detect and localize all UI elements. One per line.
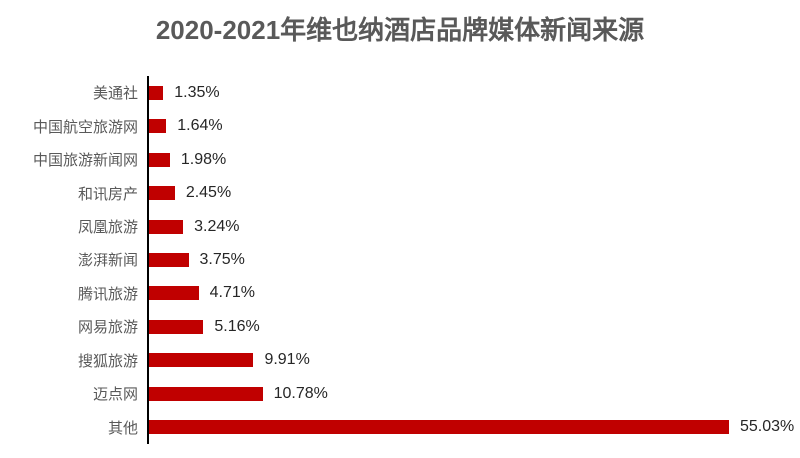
- bar-row: 凤凰旅游 3.24%: [0, 209, 792, 244]
- category-label: 腾讯旅游: [77, 285, 138, 303]
- bar-track: 55.03%: [147, 410, 795, 444]
- chart-title: 2020-2021年维也纳酒店品牌媒体新闻来源: [155, 15, 645, 45]
- bar-track: 9.91%: [147, 343, 792, 378]
- bar-track: 5.16%: [147, 310, 792, 344]
- value-label: 3.75%: [199, 250, 245, 268]
- value-label: 10.78%: [273, 384, 328, 402]
- bar-track: 4.71%: [147, 276, 792, 311]
- value-label: 55.03%: [740, 418, 795, 436]
- category-label: 凤凰旅游: [77, 219, 138, 237]
- bar-row: 腾讯旅游 4.71%: [0, 276, 792, 311]
- value-label: 1.35%: [174, 83, 220, 101]
- bar-track: 3.75%: [147, 243, 792, 277]
- category-label: 澎湃新闻: [77, 252, 138, 270]
- bar-chart: 美通社 1.35% 中国航空旅游网 1.64% 中国旅游新闻网 1.98% 和讯房产 2.45…: [0, 76, 795, 444]
- bar: [149, 219, 184, 234]
- category-label: 其他: [107, 419, 138, 437]
- value-label: 2.45%: [185, 184, 232, 202]
- category-label: 搜狐旅游: [77, 352, 138, 370]
- value-label: 5.16%: [214, 317, 260, 335]
- bar: [149, 119, 167, 134]
- bar-row: 中国旅游新闻网 1.98%: [0, 142, 792, 177]
- bar-track: 1.64%: [147, 109, 792, 143]
- category-label: 美通社: [92, 85, 138, 103]
- bar-row: 搜狐旅游 9.91%: [0, 343, 792, 378]
- bar-track: 2.45%: [147, 176, 792, 210]
- bar-row: 美通社 1.35%: [0, 76, 792, 110]
- bar: [149, 319, 204, 334]
- category-label: 迈点网: [92, 386, 138, 404]
- bar: [149, 386, 263, 401]
- bar: [149, 420, 729, 435]
- bar: [149, 252, 189, 267]
- category-label: 中国旅游新闻网: [32, 152, 138, 170]
- bar: [149, 286, 199, 301]
- bar-row: 其他 55.03%: [0, 410, 795, 444]
- bar: [149, 186, 175, 201]
- value-label: 1.98%: [180, 150, 227, 168]
- category-label: 和讯房产: [77, 185, 138, 203]
- bar-row: 迈点网 10.78%: [0, 377, 792, 411]
- bar-track: 1.98%: [147, 142, 792, 177]
- category-label: 网易旅游: [77, 319, 138, 337]
- bar-row: 网易旅游 5.16%: [0, 310, 792, 344]
- bar: [149, 85, 164, 100]
- bar-row: 和讯房产 2.45%: [0, 176, 792, 210]
- value-label: 4.71%: [209, 284, 256, 302]
- value-label: 9.91%: [264, 351, 310, 369]
- bar: [149, 152, 170, 167]
- bar-track: 1.35%: [147, 76, 792, 110]
- value-label: 3.24%: [194, 217, 240, 235]
- bar-track: 3.24%: [147, 209, 792, 244]
- bar-row: 中国航空旅游网 1.64%: [0, 109, 792, 143]
- bar-row: 澎湃新闻 3.75%: [0, 243, 792, 277]
- category-label: 中国航空旅游网: [32, 118, 138, 136]
- bar: [149, 353, 254, 368]
- value-label: 1.64%: [177, 117, 223, 135]
- bar-track: 10.78%: [147, 377, 792, 411]
